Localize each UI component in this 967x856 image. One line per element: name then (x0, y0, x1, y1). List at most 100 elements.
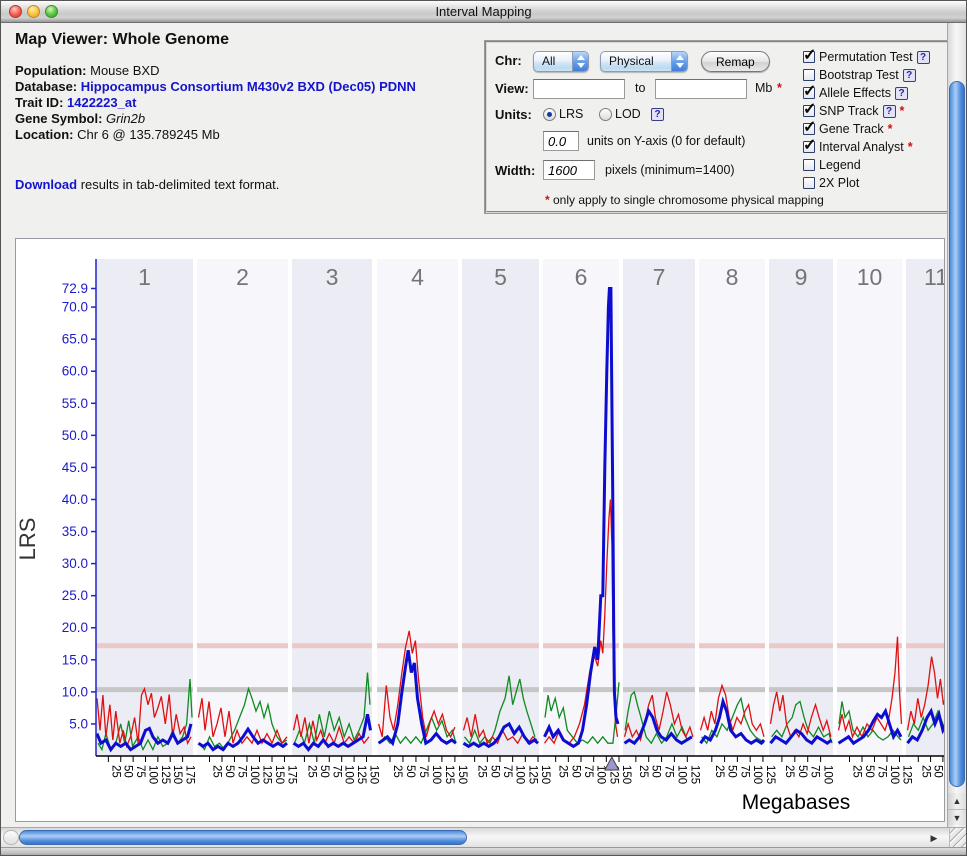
option-row-gene-track[interactable]: Gene Track* (803, 120, 930, 138)
legend-checkbox[interactable] (803, 159, 815, 171)
x-tick-label: 25 (851, 765, 863, 778)
asterisk: * (908, 140, 913, 154)
chromosome-select-value: All (542, 54, 555, 68)
chromosome-band-9 (769, 259, 833, 756)
download-text: results in tab-delimited text format. (77, 177, 279, 192)
bootstrap-test-checkbox[interactable] (803, 69, 815, 81)
checkbox-label: Gene Track (819, 122, 884, 136)
width-input[interactable] (543, 160, 595, 180)
significant-threshold-line (699, 643, 765, 648)
trait-id-link[interactable]: 1422223_at (67, 95, 136, 110)
help-icon[interactable]: ? (883, 105, 896, 118)
gene-location-marker (605, 757, 619, 770)
window-title: Interval Mapping (1, 4, 966, 19)
x-tick-label: 125 (901, 765, 913, 784)
help-icon[interactable]: ? (895, 87, 908, 100)
chromosome-label-9: 9 (795, 264, 808, 290)
chr-label: Chr: (495, 53, 522, 68)
x-tick-label: 25 (557, 765, 569, 778)
window-bottom-edge (1, 847, 966, 856)
x-tick-label: 100 (514, 765, 526, 784)
chromosome-label-11: 11 (924, 264, 944, 290)
2x-plot-checkbox[interactable] (803, 177, 815, 189)
titlebar[interactable]: Interval Mapping (1, 1, 966, 23)
options-checkbox-column: Permutation Test?Bootstrap Test?Allele E… (803, 48, 930, 192)
x-tick-label: 75 (876, 765, 888, 778)
units-lrs-radio[interactable] (543, 108, 556, 121)
horizontal-scrollbar-thumb[interactable] (19, 830, 467, 845)
chromosome-band-1 (96, 259, 193, 756)
x-tick-label: 100 (343, 765, 355, 784)
x-tick-label: 75 (417, 765, 429, 778)
download-line: Download results in tab-delimited text f… (15, 177, 279, 192)
chromosome-band-2 (197, 259, 288, 756)
option-row-permutation-test[interactable]: Permutation Test? (803, 48, 930, 66)
x-tick-label: 100 (888, 765, 900, 784)
horizontal-scrollbar[interactable]: ▶ (1, 827, 949, 847)
option-row-snp-track[interactable]: SNP Track?* (803, 102, 930, 120)
meta-location: Location: Chr 6 @ 135.789245 Mb (15, 127, 416, 143)
x-tick-label: 50 (223, 765, 235, 778)
y-tick-label: 30.0 (62, 556, 88, 571)
suggestive-threshold-line (699, 687, 765, 692)
snp-track-checkbox[interactable] (803, 105, 815, 117)
x-tick-label: 25 (476, 765, 488, 778)
mapping-type-select[interactable]: Physical (600, 51, 688, 72)
option-row-bootstrap-test[interactable]: Bootstrap Test? (803, 66, 930, 84)
meta-value: Chr 6 @ 135.789245 Mb (77, 127, 220, 142)
x-tick-label: 50 (863, 765, 875, 778)
units-lod-radio[interactable] (599, 108, 612, 121)
yaxis-units-input[interactable] (543, 131, 579, 151)
suggestive-threshold-line (462, 687, 539, 692)
x-tick-label: 50 (122, 765, 134, 778)
interval-analyst-checkbox[interactable] (803, 141, 815, 153)
x-tick-label: 25 (109, 765, 121, 778)
scroll-down-icon[interactable]: ▼ (948, 809, 966, 825)
panel-note-text: only apply to single chromosome physical… (550, 193, 824, 207)
option-row-2x-plot[interactable]: 2X Plot (803, 174, 930, 192)
checkbox-label: Permutation Test (819, 50, 913, 64)
permutation-test-checkbox[interactable] (803, 51, 815, 63)
help-icon[interactable]: ? (903, 69, 916, 82)
scroll-up-icon[interactable]: ▲ (948, 793, 966, 809)
option-row-allele-effects[interactable]: Allele Effects? (803, 84, 930, 102)
gene-track-checkbox[interactable] (803, 123, 815, 135)
genome-plot[interactable]: 1255075100125150175225507510012515017532… (16, 239, 944, 821)
remap-button[interactable]: Remap (701, 51, 770, 72)
scroll-right-icon[interactable]: ▶ (925, 830, 943, 846)
units-help-icon[interactable]: ? (651, 108, 664, 121)
x-tick-label: 100 (146, 765, 158, 784)
chromosome-select[interactable]: All (533, 51, 589, 72)
x-tick-label: 50 (650, 765, 662, 778)
scrollbar-cap (3, 830, 19, 845)
download-link[interactable]: Download (15, 177, 77, 192)
chromosome-label-10: 10 (857, 264, 883, 290)
significant-threshold-line (462, 643, 539, 648)
help-icon[interactable]: ? (917, 51, 930, 64)
allele-effects-checkbox[interactable] (803, 87, 815, 99)
y-tick-label: 55.0 (62, 396, 88, 411)
x-axis-title: Megabases (742, 791, 851, 814)
select-arrows-icon (572, 52, 588, 71)
option-row-legend[interactable]: Legend (803, 156, 930, 174)
trait-metadata: Population: Mouse BXDDatabase: Hippocamp… (15, 63, 416, 143)
vertical-scrollbar-thumb[interactable] (949, 81, 965, 787)
y-tick-label: 45.0 (62, 460, 88, 475)
panel-note: * only apply to single chromosome physic… (545, 193, 824, 207)
chromosome-label-7: 7 (653, 264, 666, 290)
x-tick-label: 150 (171, 765, 183, 784)
view-start-input[interactable] (533, 79, 625, 99)
x-tick-label: 75 (582, 765, 594, 778)
x-tick-label: 100 (430, 765, 442, 784)
view-label: View: (495, 81, 529, 96)
suggestive-threshold-line (292, 687, 372, 692)
view-end-input[interactable] (655, 79, 747, 99)
option-row-interval-analyst[interactable]: Interval Analyst* (803, 138, 930, 156)
resize-grip[interactable] (949, 827, 967, 847)
x-tick-label: 75 (501, 765, 513, 778)
x-tick-label: 125 (355, 765, 367, 784)
vertical-scrollbar[interactable]: ▲ ▼ (947, 23, 966, 827)
database-link[interactable]: Hippocampus Consortium M430v2 BXD (Dec05… (81, 79, 416, 94)
x-tick-label: 50 (726, 765, 738, 778)
suggestive-threshold-line (543, 687, 619, 692)
